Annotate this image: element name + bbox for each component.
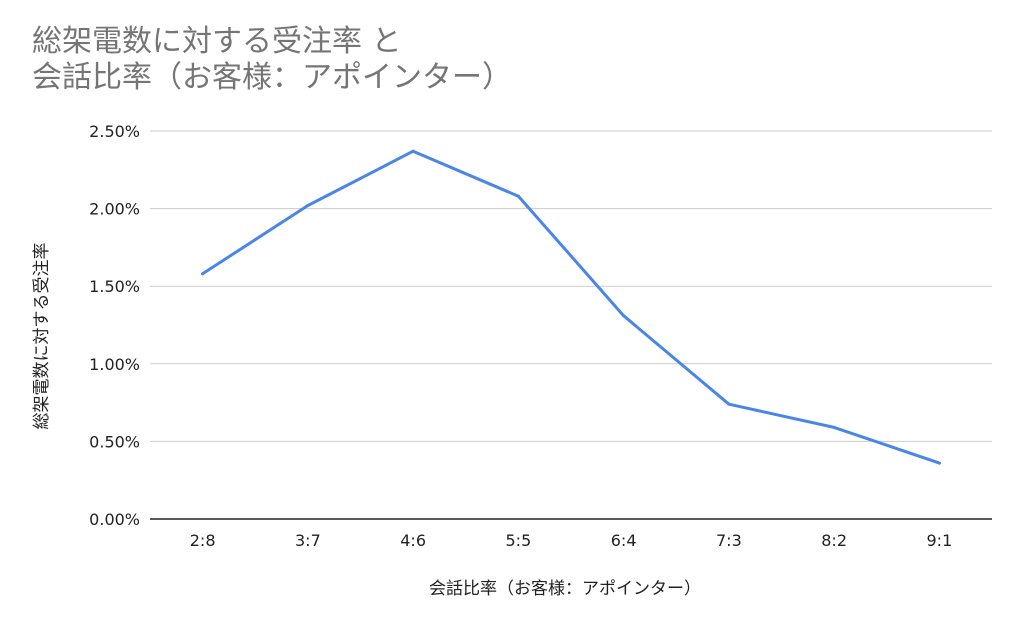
y-tick-label: 1.00% bbox=[89, 355, 140, 374]
gridlines bbox=[150, 130, 992, 442]
y-axis-ticks: 0.00% 0.50% 1.00% 1.50% 2.00% 2.50% bbox=[89, 122, 140, 529]
y-tick-label: 0.00% bbox=[89, 510, 140, 529]
chart-title-line-2: 会話比率（お客様：アポインター） bbox=[32, 60, 512, 95]
y-tick-label: 2.50% bbox=[89, 122, 140, 141]
series-line bbox=[201, 149, 941, 465]
data-point bbox=[411, 149, 415, 153]
x-tick-label: 9:1 bbox=[927, 531, 953, 550]
data-point bbox=[727, 402, 731, 406]
series-lines bbox=[201, 149, 941, 465]
chart-title-line-1: 総架電数に対する受注率 と bbox=[32, 24, 402, 59]
y-tick-label: 1.50% bbox=[89, 277, 140, 296]
data-point bbox=[201, 272, 205, 276]
x-tick-label: 2:8 bbox=[190, 531, 216, 550]
data-point bbox=[622, 314, 626, 318]
data-point bbox=[306, 203, 310, 207]
data-point bbox=[937, 461, 941, 465]
x-tick-label: 6:4 bbox=[611, 531, 637, 550]
y-axis-label: 総架電数に対する受注率 bbox=[32, 243, 52, 430]
x-tick-label: 4:6 bbox=[400, 531, 426, 550]
data-point bbox=[516, 194, 520, 198]
y-tick-label: 0.50% bbox=[89, 432, 140, 451]
x-axis-ticks: 2:8 3:7 4:6 5:5 6:4 7:3 8:2 9:1 bbox=[190, 531, 953, 550]
x-tick-label: 8:2 bbox=[821, 531, 847, 550]
chart-title: 総架電数に対する受注率 と 会話比率（お客様：アポインター） bbox=[32, 24, 512, 96]
x-tick-label: 7:3 bbox=[716, 531, 742, 550]
x-tick-label: 5:5 bbox=[506, 531, 532, 550]
x-axis-label: 会話比率（お客様：アポインター） bbox=[429, 579, 701, 599]
data-point bbox=[832, 425, 836, 429]
x-tick-label: 3:7 bbox=[295, 531, 321, 550]
y-tick-label: 2.00% bbox=[89, 200, 140, 219]
